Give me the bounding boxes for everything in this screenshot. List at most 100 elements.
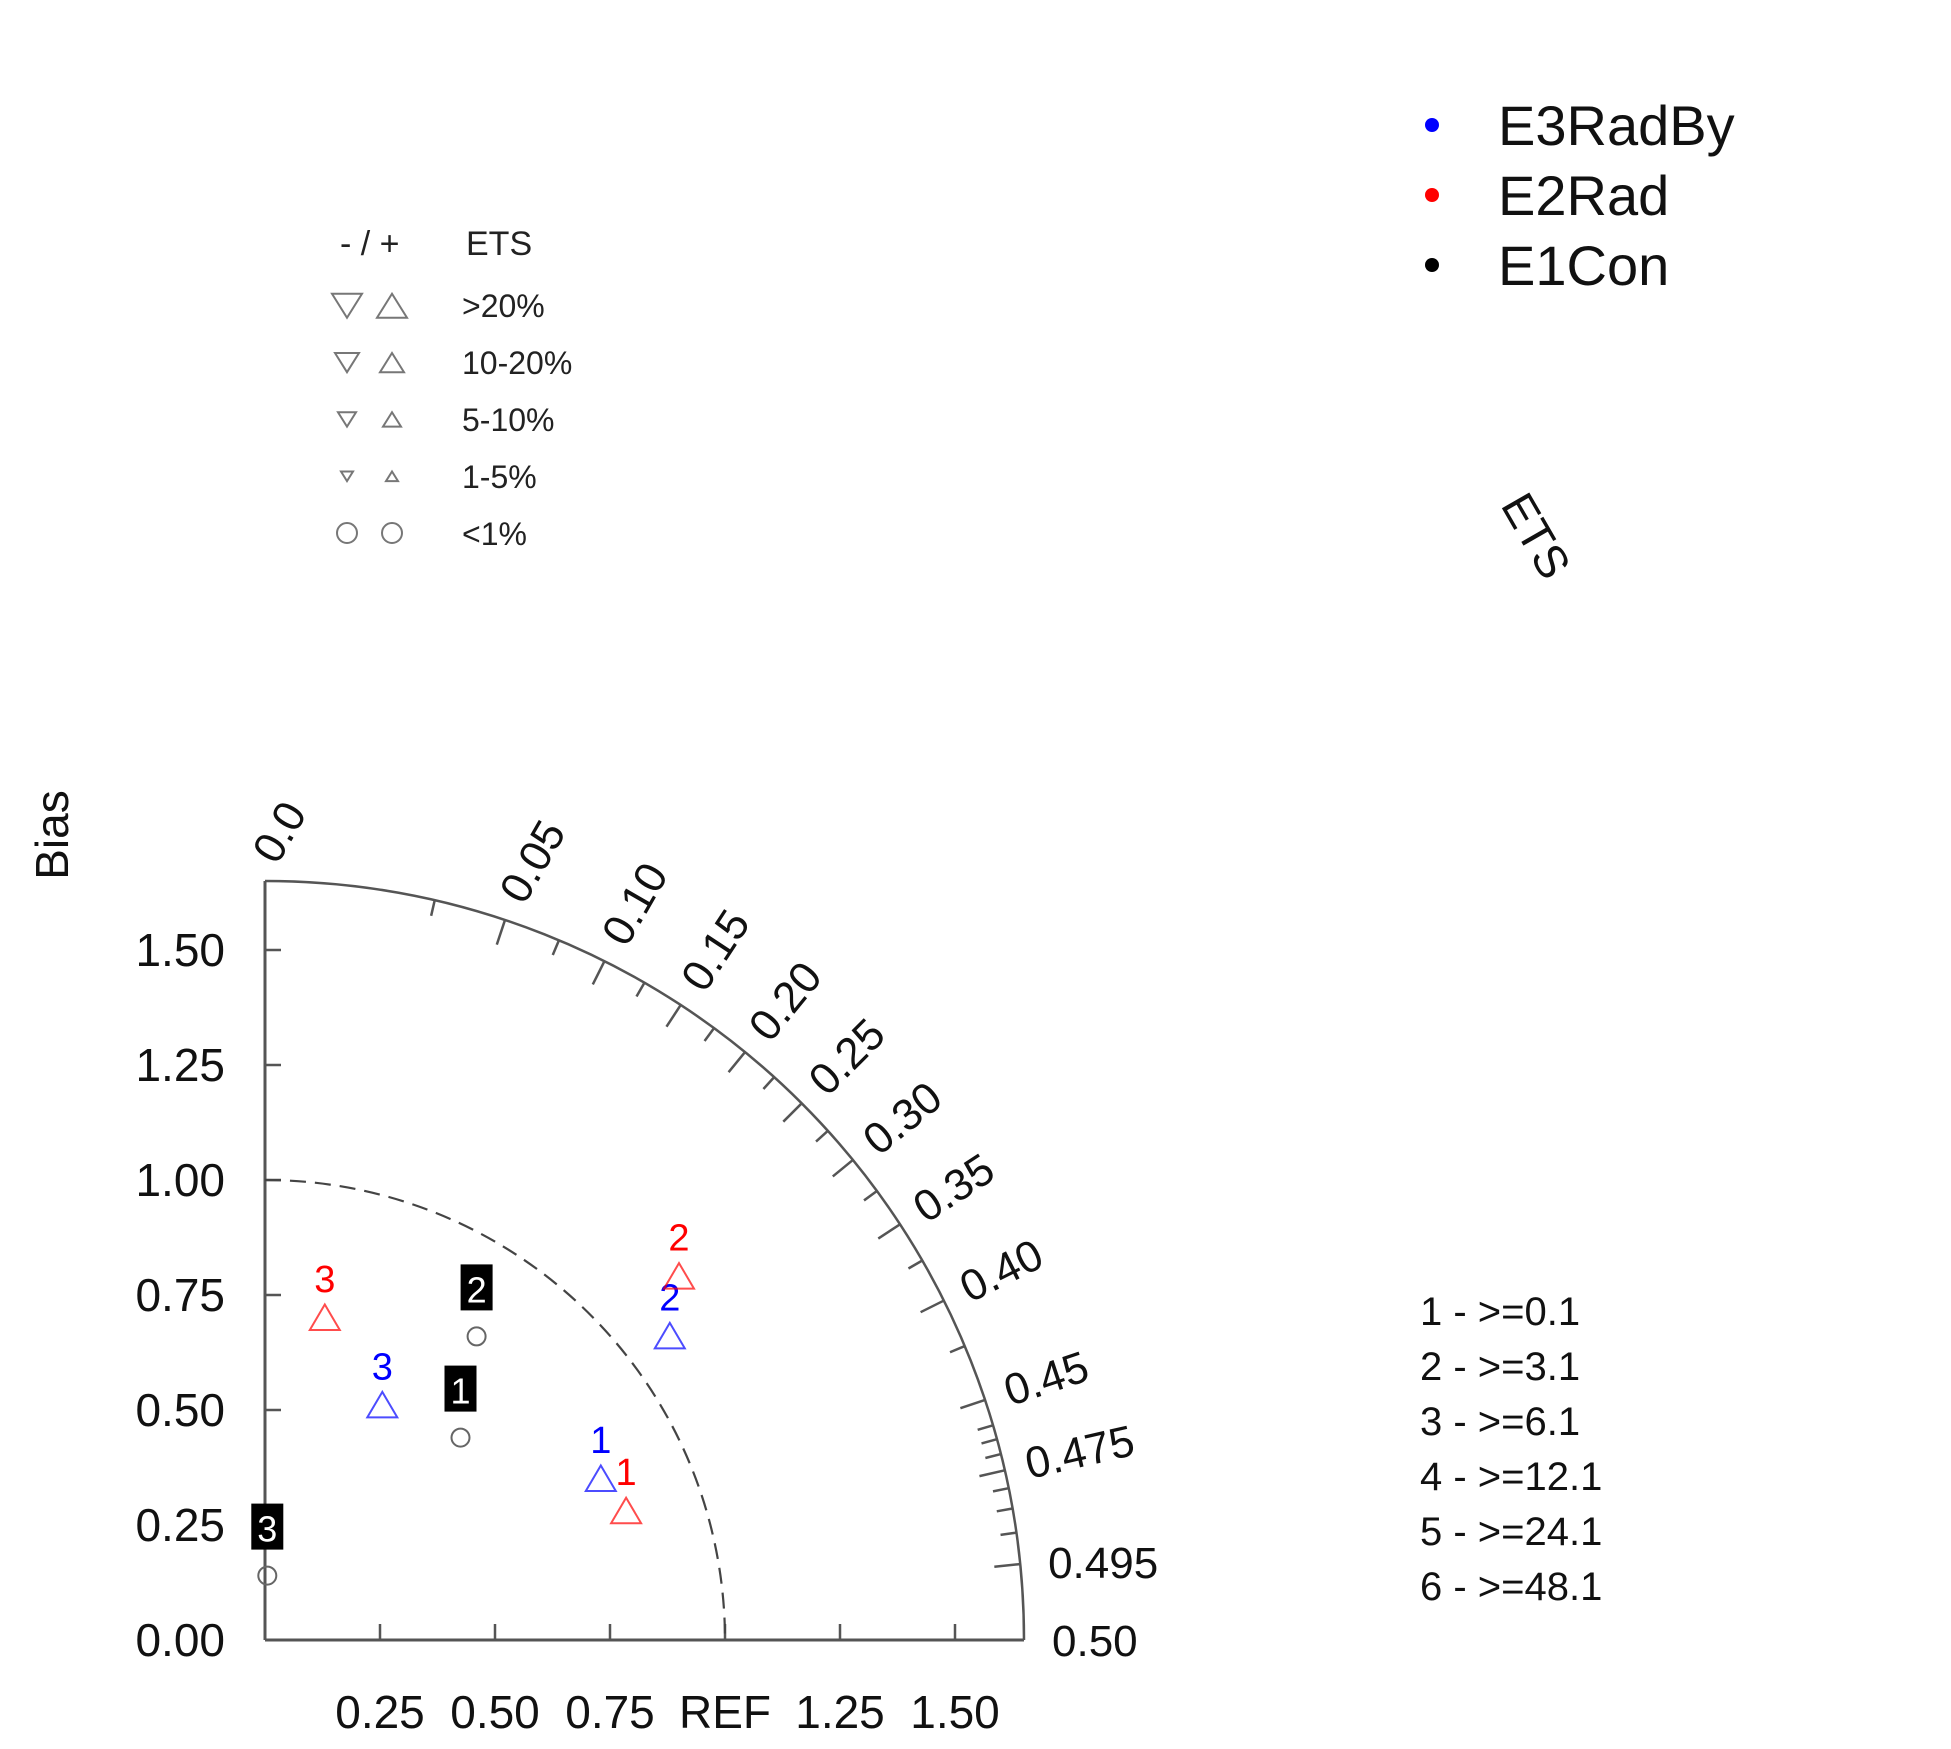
marker-key: - / + ETS >20% 10-20% 5-10% 1-5% <1% [330, 225, 572, 552]
ets-minor-tick [762, 1076, 776, 1090]
ets-tick-label: 0.0 [243, 794, 316, 871]
ets-tick-label: 0.45 [998, 1342, 1095, 1416]
data-point-label: 3 [372, 1346, 393, 1388]
ets-minor-tick [551, 939, 561, 956]
y-tick-label: 0.00 [135, 1614, 225, 1666]
x-tick-label: REF [679, 1686, 771, 1738]
ets-tick-label: 0.475 [1021, 1416, 1139, 1488]
x-tick-label: 1.25 [795, 1686, 885, 1738]
y-tick-label: 0.25 [135, 1499, 225, 1551]
marker-key-row-label: 10-20% [462, 345, 572, 381]
ets-minor-tick [815, 1129, 829, 1143]
y-tick-label: 1.25 [135, 1039, 225, 1091]
data-point-triangle [653, 1320, 687, 1350]
legend-marker [1425, 118, 1439, 132]
data-point-circle [257, 1565, 278, 1586]
data-point-label: 2 [668, 1218, 689, 1260]
ets-tick-label: 0.40 [952, 1230, 1051, 1312]
legend-label: E3RadBy [1498, 94, 1735, 157]
ets-minor-tick [635, 982, 646, 998]
key-triangle-down [330, 292, 364, 320]
ets-tick-label: 0.10 [593, 855, 678, 954]
ets-minor-tick [863, 1189, 878, 1202]
x-tick-label: 0.75 [565, 1686, 655, 1738]
ets-major-tick [665, 1004, 682, 1028]
ets-major-tick [591, 960, 606, 985]
ets-major-tick [831, 1158, 854, 1178]
marker-key-sign-header: - / + [340, 225, 400, 263]
data-point-triangle [365, 1389, 400, 1419]
ets-minor-tick [907, 1259, 923, 1270]
threshold-key: 1 - >=0.1 2 - >=3.1 3 - >=6.1 4 - >=12.1 5 -… [1420, 1290, 1602, 1609]
ets-tick-label: 0.25 [800, 1010, 895, 1105]
ets-tick-label: 0.15 [672, 901, 760, 999]
y-tick-label: 0.75 [135, 1269, 225, 1321]
legend-marker [1425, 188, 1439, 202]
ets-tick-label: 0.20 [740, 953, 832, 1050]
marker-key-ets-header: ETS [466, 225, 532, 263]
legend-label: E1Con [1498, 234, 1669, 297]
threshold-key-row: 5 - >=24.1 [1420, 1510, 1602, 1554]
data-point-label: 1 [590, 1420, 611, 1462]
data-point-label: 1 [450, 1371, 470, 1412]
data-point-label-box [444, 1365, 477, 1412]
ets-axis-title: ETS [1491, 484, 1581, 587]
x-tick-label: 0.25 [335, 1686, 425, 1738]
key-triangle-down [336, 411, 358, 429]
y-tick-label: 0.50 [135, 1384, 225, 1436]
data-point-triangle [308, 1302, 342, 1331]
ets-minor-tick [949, 1344, 966, 1354]
threshold-key-row: 4 - >=12.1 [1420, 1455, 1602, 1499]
key-triangle-up [384, 469, 400, 483]
ets-minor-tick [992, 1486, 1009, 1493]
x-tick-label: 0.50 [450, 1686, 540, 1738]
key-triangle-up [378, 351, 406, 374]
ets-tick-label: 0.35 [905, 1144, 1003, 1232]
ets-major-tick [727, 1051, 747, 1074]
ets-major-tick [994, 1562, 1021, 1568]
data-point-label-box [460, 1264, 493, 1311]
ets-arc-layer: 0.0 0.05 0.100.150.200.250.300.350.40 0.450… [243, 484, 1581, 1666]
data-point-circle [466, 1326, 487, 1347]
axes-layer: 0.25 0.50 0.75 REF 1.25 1.50 0.00 0.25 0.50 0.75 1… [26, 790, 1024, 1738]
data-point-label: 1 [616, 1452, 637, 1494]
marker-key-row-label: <1% [462, 516, 527, 552]
ets-minor-tick [981, 1437, 998, 1445]
data-point-label: 2 [467, 1269, 487, 1310]
y-axis-title: Bias [26, 790, 78, 879]
threshold-key-row: 6 - >=48.1 [1420, 1565, 1602, 1609]
threshold-key-row: 2 - >=3.1 [1420, 1345, 1580, 1389]
data-point-label: 3 [314, 1259, 335, 1301]
data-point-triangle [609, 1495, 643, 1525]
reference-arc [264, 1178, 727, 1641]
data-point-triangle [584, 1463, 618, 1492]
key-triangle-down [333, 352, 361, 375]
marker-key-row-label: 5-10% [462, 402, 555, 438]
ets-minor-tick [429, 899, 436, 917]
data-point-circle [450, 1427, 471, 1448]
ets-major-tick [495, 919, 507, 946]
key-triangle-up [381, 410, 403, 428]
key-circle-minus [336, 522, 358, 544]
data-points-layer: 1 2 3 1 2 3 1 2 3 [251, 1218, 696, 1586]
key-circle-plus [381, 522, 403, 544]
y-tick-label: 1.00 [135, 1154, 225, 1206]
threshold-key-row: 3 - >=6.1 [1420, 1400, 1580, 1444]
threshold-key-row: 1 - >=0.1 [1420, 1290, 1580, 1334]
ets-major-tick [877, 1223, 901, 1240]
legend-label: E2Rad [1498, 164, 1669, 227]
data-point-label: 2 [659, 1277, 680, 1319]
ets-minor-tick [703, 1027, 716, 1042]
ets-minor-tick [977, 1424, 994, 1432]
x-tick-label: 1.50 [910, 1686, 1000, 1738]
ets-tick-label: 0.30 [854, 1073, 951, 1165]
ets-tick-label: 0.05 [490, 812, 575, 911]
ets-minor-tick [1000, 1531, 1017, 1537]
key-triangle-up [375, 291, 409, 319]
marker-key-row-label: >20% [462, 288, 545, 324]
ets-major-tick [782, 1102, 803, 1123]
ets-minor-tick [996, 1507, 1013, 1513]
data-point-triangle [662, 1261, 696, 1290]
